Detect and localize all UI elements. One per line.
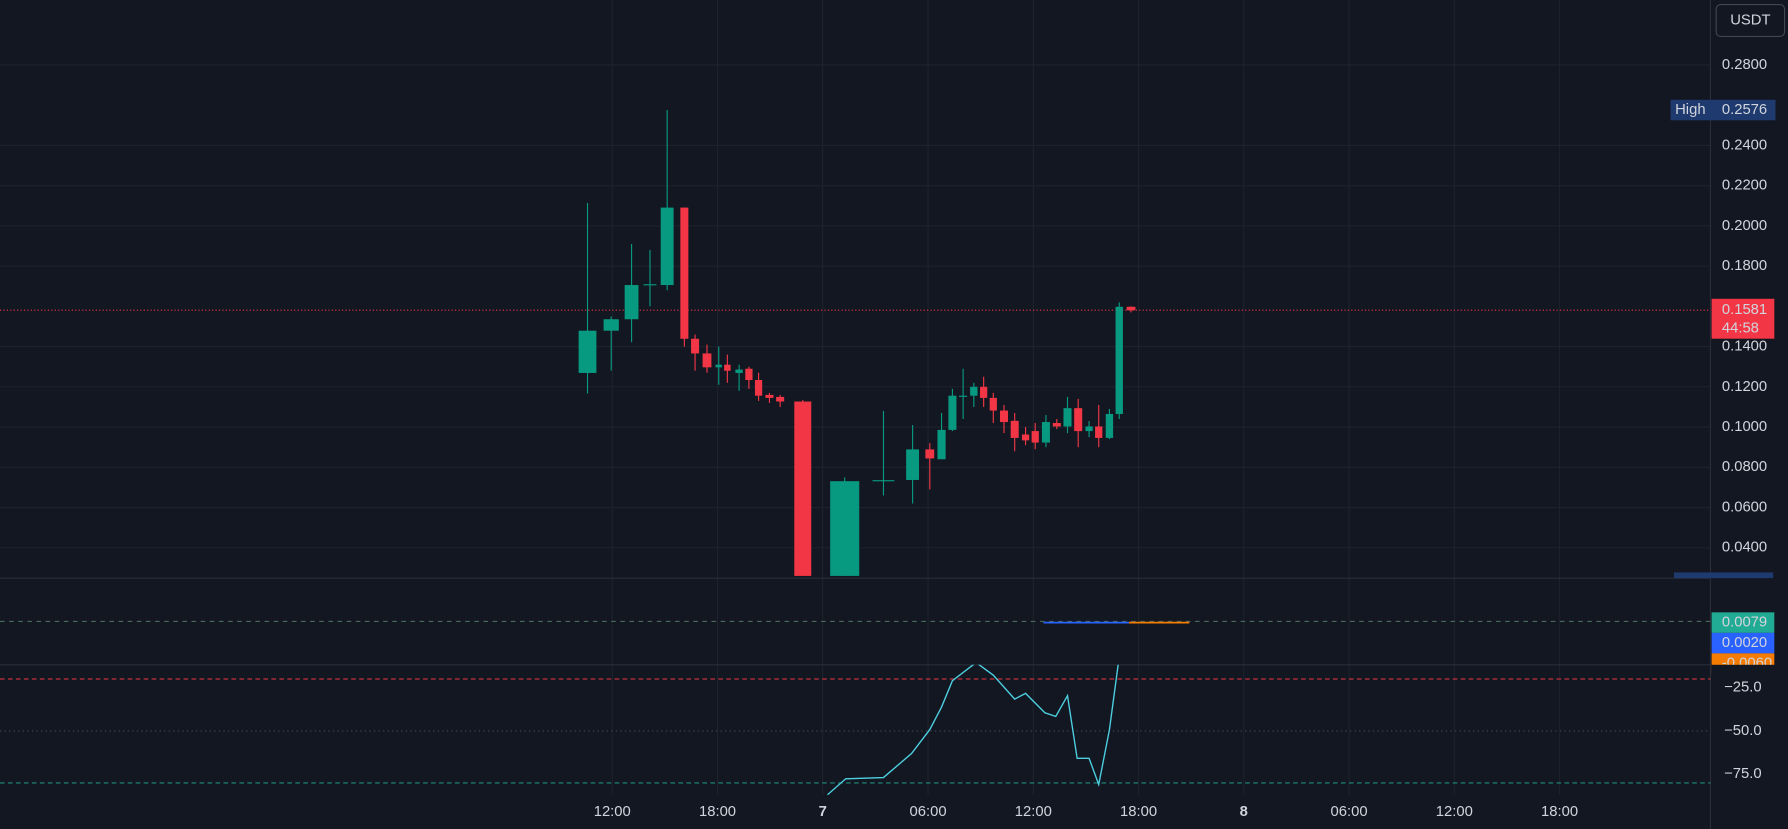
x-tick-label: 18:00 bbox=[1541, 804, 1578, 820]
price-label: 0.1581 bbox=[1722, 302, 1767, 318]
x-tick-label: 18:00 bbox=[1120, 804, 1157, 820]
candle-body bbox=[1021, 434, 1030, 441]
candle-body bbox=[1115, 306, 1123, 414]
candle-body bbox=[959, 395, 968, 397]
x-tick-label: 7 bbox=[819, 804, 827, 820]
y-tick-label: 0.0400 bbox=[1722, 540, 1767, 556]
candle-body bbox=[691, 338, 700, 354]
candle-body bbox=[680, 207, 689, 339]
indicator-label: 0.0079 bbox=[1722, 615, 1767, 631]
osc-tick-label: −75.0 bbox=[1724, 766, 1761, 782]
candle-body bbox=[989, 397, 997, 411]
x-tick-label: 12:00 bbox=[1436, 804, 1473, 820]
osc-tick-label: −50.0 bbox=[1724, 723, 1761, 739]
currency-button[interactable] bbox=[1715, 3, 1786, 38]
candle-body bbox=[980, 386, 988, 398]
candle-body bbox=[603, 319, 619, 331]
x-tick-label: 8 bbox=[1240, 804, 1248, 820]
candle-body bbox=[1063, 408, 1072, 427]
grid bbox=[0, 0, 1711, 795]
candle-body bbox=[906, 449, 920, 480]
candle-body bbox=[830, 481, 860, 576]
high-badge bbox=[1670, 99, 1776, 121]
candle-body bbox=[643, 284, 657, 286]
candle-body bbox=[776, 396, 785, 402]
x-tick-label: 12:00 bbox=[1015, 804, 1052, 820]
candle-body bbox=[754, 379, 763, 396]
candle-body bbox=[735, 369, 743, 373]
candle-body bbox=[702, 353, 712, 368]
volume-marker bbox=[1673, 572, 1774, 579]
candles bbox=[578, 110, 1136, 576]
candle-body bbox=[1041, 422, 1050, 443]
oscillator bbox=[827, 664, 1119, 796]
high-value: 0.2576 bbox=[1722, 102, 1767, 118]
countdown: 44:58 bbox=[1722, 320, 1759, 336]
candle-body bbox=[1105, 413, 1114, 438]
y-tick-label: 0.0800 bbox=[1722, 459, 1767, 475]
candle-body bbox=[970, 386, 978, 396]
candle-body bbox=[872, 480, 895, 482]
candle-body bbox=[1031, 431, 1039, 443]
candle-body bbox=[660, 207, 674, 286]
candle-body bbox=[1010, 420, 1019, 438]
candle-body bbox=[948, 395, 957, 430]
y-tick-label: 0.0600 bbox=[1722, 499, 1767, 515]
candle-body bbox=[624, 285, 639, 320]
badge-clip bbox=[1711, 664, 1788, 677]
candle-body bbox=[1085, 426, 1093, 432]
candle-body bbox=[578, 330, 597, 373]
osc-tick-label: −25.0 bbox=[1724, 680, 1761, 696]
high-text: High bbox=[1675, 102, 1705, 118]
osc-line bbox=[827, 664, 1119, 796]
candle-body bbox=[1095, 426, 1103, 438]
y-tick-label: 0.1800 bbox=[1722, 258, 1767, 274]
x-tick-label: 06:00 bbox=[909, 804, 946, 820]
x-tick-label: 12:00 bbox=[594, 804, 631, 820]
y-tick-label: 0.2800 bbox=[1722, 57, 1767, 73]
candle-body bbox=[794, 401, 812, 576]
currency-label: USDT bbox=[1730, 12, 1770, 28]
candle-body bbox=[745, 368, 753, 380]
y-tick-label: 0.2400 bbox=[1722, 137, 1767, 153]
indicator-badge bbox=[1711, 632, 1775, 654]
y-tick-label: 0.2200 bbox=[1722, 178, 1767, 194]
candle-body bbox=[765, 394, 774, 398]
candle-body bbox=[937, 429, 946, 460]
candle-body bbox=[1126, 306, 1136, 311]
candle-body bbox=[1074, 408, 1083, 432]
candle-body bbox=[724, 364, 731, 371]
candle-body bbox=[925, 449, 935, 459]
x-tick-label: 18:00 bbox=[699, 804, 736, 820]
price-badge bbox=[1711, 298, 1775, 339]
indicator-badge bbox=[1711, 612, 1775, 633]
candle-body bbox=[715, 364, 722, 368]
y-tick-label: 0.1200 bbox=[1722, 379, 1767, 395]
indicator-label: 0.0020 bbox=[1722, 635, 1767, 651]
candle-body bbox=[1052, 423, 1061, 427]
x-tick-label: 06:00 bbox=[1331, 804, 1368, 820]
y-tick-label: 0.1000 bbox=[1722, 419, 1767, 435]
y-tick-label: 0.2000 bbox=[1722, 218, 1767, 234]
y-tick-label: 0.1400 bbox=[1722, 339, 1767, 355]
candle-body bbox=[999, 410, 1009, 423]
